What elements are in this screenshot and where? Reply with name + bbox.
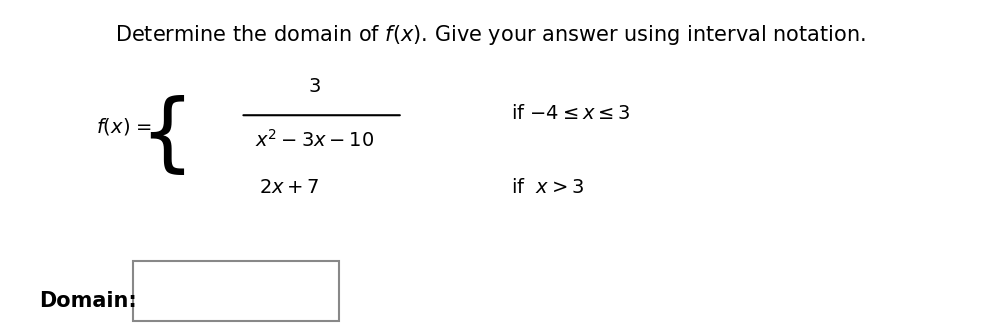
Text: $2x + 7$: $2x + 7$	[259, 178, 320, 196]
Text: if $-4 \leq x \leq 3$: if $-4 \leq x \leq 3$	[511, 104, 630, 123]
Text: {: {	[139, 96, 194, 178]
Text: if  $x > 3$: if $x > 3$	[511, 178, 583, 196]
Text: 3: 3	[308, 77, 320, 96]
Text: Determine the domain of $f(x)$. Give your answer using interval notation.: Determine the domain of $f(x)$. Give you…	[116, 23, 866, 47]
Text: Domain:: Domain:	[39, 291, 137, 311]
FancyBboxPatch shape	[133, 261, 339, 321]
Text: $x^2 - 3x - 10$: $x^2 - 3x - 10$	[254, 129, 374, 151]
Text: $f(x)$ =: $f(x)$ =	[96, 117, 152, 137]
